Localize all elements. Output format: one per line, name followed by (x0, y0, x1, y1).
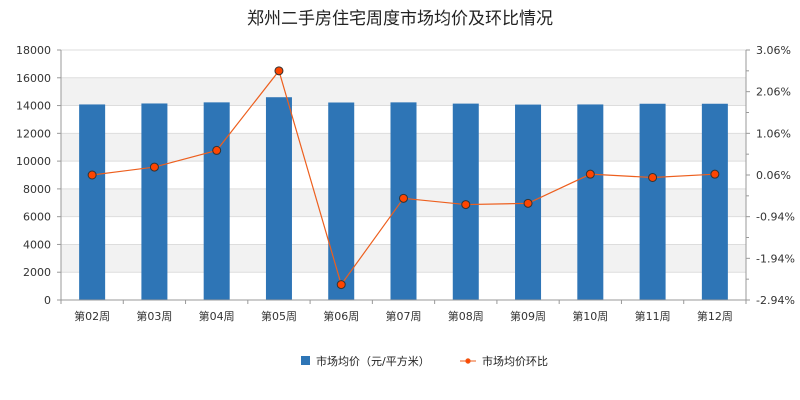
line-point (523, 198, 533, 208)
y-left-tick-label: 12000 (16, 127, 51, 140)
line-point (710, 169, 720, 179)
line-point (399, 193, 408, 203)
line-point (274, 66, 284, 76)
y-right-tick-label: -1.94% (756, 252, 795, 265)
line-point (648, 173, 658, 182)
line-point (585, 169, 595, 179)
line-point (336, 280, 346, 290)
x-tick-label: 第09周 (510, 309, 546, 323)
y-right-tick-label: -2.94% (756, 294, 795, 307)
line-layer (87, 66, 720, 290)
bar (265, 97, 292, 300)
x-tick-label: 第05周 (261, 309, 297, 323)
bar (328, 102, 355, 300)
y-left-tick-label: 8000 (23, 183, 51, 196)
y-right-tick-label: 0.06% (756, 169, 791, 182)
y-left-tick-label: 4000 (23, 238, 51, 251)
x-tick-label: 第04周 (199, 309, 235, 323)
y-right-tick-label: 2.06% (756, 86, 791, 99)
y-left-tick-label: 14000 (16, 100, 51, 113)
line-point (87, 170, 97, 180)
y-left-tick-label: 6000 (23, 211, 51, 224)
bar (141, 103, 168, 300)
grid-layer (61, 49, 746, 301)
line-point (461, 200, 471, 210)
legend-bar-label: 市场均价（元/平方米） (316, 354, 430, 368)
legend-line-marker (465, 358, 471, 364)
x-tick-label: 第06周 (323, 309, 359, 323)
y-left-tick-label: 2000 (23, 266, 51, 279)
y-right-tick-label: 3.06% (756, 44, 791, 57)
legend-bar-swatch (301, 356, 310, 365)
bars-layer (79, 97, 728, 300)
line-point (212, 145, 222, 155)
chart-title: 郑州二手房住宅周度市场均价及环比情况 (247, 9, 553, 29)
x-tick-label: 第07周 (386, 309, 422, 323)
x-tick-label: 第11周 (635, 309, 671, 323)
legend[interactable]: 市场均价（元/平方米） 市场均价环比 (301, 354, 548, 368)
line-point (149, 162, 159, 172)
x-tick-label: 第08周 (448, 309, 484, 323)
y-right-tick-label: 1.06% (756, 127, 791, 140)
x-tick-label: 第03周 (136, 309, 172, 323)
legend-line-label: 市场均价环比 (482, 354, 548, 368)
bar (79, 104, 106, 300)
bar (577, 104, 604, 300)
bar (639, 103, 666, 300)
bar (203, 102, 230, 300)
x-tick-label: 第02周 (74, 309, 110, 323)
x-tick-label: 第12周 (697, 309, 733, 323)
axes-layer: 0 2000 4000 6000 8000 10000 12000 14000 16000 180… (16, 44, 795, 323)
y-right-tick-label: -0.94% (756, 211, 795, 224)
y-left-tick-label: 18000 (16, 44, 51, 57)
x-tick-label: 第10周 (572, 309, 608, 323)
bar (701, 103, 728, 300)
grid-band (61, 77, 746, 106)
y-left-tick-label: 10000 (16, 155, 51, 168)
y-left-tick-label: 0 (44, 294, 51, 307)
y-left-tick-label: 16000 (16, 72, 51, 85)
